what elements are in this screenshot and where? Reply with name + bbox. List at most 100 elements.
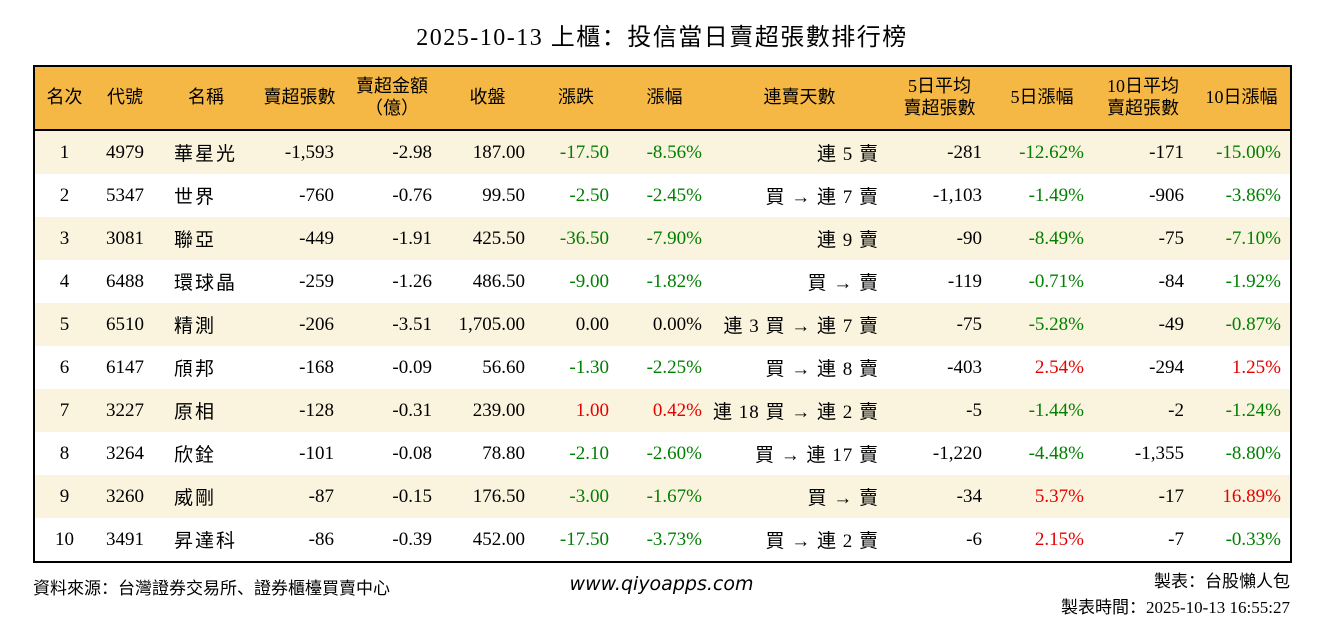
pct10-cell: 1.25%	[1231, 356, 1281, 378]
pct5-cell: -1.49%	[1028, 184, 1084, 206]
name-cell: 威剛	[174, 488, 217, 509]
pct10-cell: -15.00%	[1216, 141, 1281, 163]
avg10-cell: -75	[1158, 227, 1184, 249]
avg10-cell: -2	[1168, 399, 1184, 421]
avg5-cell: -34	[956, 485, 982, 507]
name-cell: 昇達科	[174, 531, 238, 552]
sell-shares-cell: -760	[299, 184, 334, 206]
code-cell: 5347	[106, 184, 144, 206]
change-pct-cell: -1.67%	[646, 485, 702, 507]
code-cell: 4979	[106, 141, 144, 163]
streak-cell: 連 18 買 → 連 2 賣	[712, 402, 879, 423]
change-pct-cell: -3.73%	[646, 528, 702, 550]
pct5-cell: -12.62%	[1019, 141, 1084, 163]
rank-cell: 3	[59, 227, 70, 249]
sell-shares-cell: -168	[299, 356, 334, 378]
data-source: 資料來源：台灣證券交易所、證券櫃檯買賣中心	[33, 579, 390, 598]
change-pct-cell: -8.56%	[646, 141, 702, 163]
close-cell: 486.50	[472, 270, 525, 292]
change-pct-cell: -2.45%	[646, 184, 702, 206]
avg5-cell: -119	[947, 270, 982, 292]
change-cell: -9.00	[569, 270, 609, 292]
website: www.qiyoapps.com	[569, 573, 754, 595]
column-header: 10日漲幅	[1193, 66, 1291, 131]
name-cell: 原相	[174, 402, 217, 423]
avg10-cell: -1,355	[1134, 442, 1184, 464]
code-cell: 6510	[106, 313, 144, 335]
pct5-cell: -4.48%	[1028, 442, 1084, 464]
streak-cell: 買 → 連 8 賣	[765, 359, 879, 380]
change-pct-cell: -2.25%	[646, 356, 702, 378]
name-cell: 世界	[174, 187, 217, 208]
avg5-cell: -6	[966, 528, 982, 550]
avg5-cell: -90	[956, 227, 982, 249]
close-cell: 176.50	[472, 485, 525, 507]
header-row: 名次 代號 名稱 賣超張數 賣超金額 （億） 收盤 漲跌 漲幅 連賣天數 5日平均 賣超張數 5日漲…	[34, 66, 1291, 131]
sell-amount-cell: -3.51	[392, 313, 432, 335]
rank-cell: 1	[59, 141, 70, 163]
table-header: 名次 代號 名稱 賣超張數 賣超金額 （億） 收盤 漲跌 漲幅 連賣天數 5日平均 賣超張數 5日漲…	[34, 66, 1291, 131]
table-body: 1 4979 華星光 -1,593 -2.98 187.00 -17.50 -8.56% 連 5…	[34, 130, 1291, 562]
table-row: 1 4979 華星光 -1,593 -2.98 187.00 -17.50 -8.56% 連 5…	[34, 130, 1291, 174]
sell-shares-cell: -101	[299, 442, 334, 464]
name-cell: 環球晶	[174, 273, 238, 294]
pct5-cell: -0.71%	[1028, 270, 1084, 292]
change-pct-cell: 0.42%	[652, 399, 702, 421]
code-cell: 3081	[106, 227, 144, 249]
table-row: 6 6147 頎邦 -168 -0.09 56.60 -1.30 -2.25% 買 → 連 8 …	[34, 346, 1291, 389]
rank-cell: 6	[59, 356, 70, 378]
change-cell: 1.00	[575, 399, 609, 421]
close-cell: 239.00	[472, 399, 525, 421]
pct10-cell: 16.89%	[1222, 485, 1281, 507]
pct10-cell: -8.80%	[1225, 442, 1281, 464]
change-cell: -1.30	[569, 356, 609, 378]
table-row: 2 5347 世界 -760 -0.76 99.50 -2.50 -2.45% 買 → 連 7 …	[34, 174, 1291, 217]
page-title: 2025-10-13 上櫃：投信當日賣超張數排行榜	[416, 25, 908, 51]
avg10-cell: -294	[1149, 356, 1184, 378]
column-header: 代號	[94, 66, 156, 131]
sell-amount-cell: -0.39	[392, 528, 432, 550]
table-row: 3 3081 聯亞 -449 -1.91 425.50 -36.50 -7.90% 連 9 賣 -…	[34, 217, 1291, 260]
column-header: 5日漲幅	[991, 66, 1093, 131]
change-pct-cell: -1.82%	[646, 270, 702, 292]
change-cell: -17.50	[559, 141, 609, 163]
name-cell: 聯亞	[174, 230, 217, 251]
avg10-cell: -171	[1149, 141, 1184, 163]
pct10-cell: -0.87%	[1225, 313, 1281, 335]
avg10-cell: -84	[1158, 270, 1184, 292]
avg5-cell: -403	[947, 356, 982, 378]
change-cell: -2.10	[569, 442, 609, 464]
change-cell: 0.00	[575, 313, 609, 335]
close-cell: 425.50	[472, 227, 525, 249]
sell-amount-cell: -0.15	[392, 485, 432, 507]
pct5-cell: -1.44%	[1028, 399, 1084, 421]
rank-cell: 2	[59, 184, 70, 206]
column-header: 連賣天數	[711, 66, 888, 131]
sell-amount-cell: -0.09	[392, 356, 432, 378]
rank-cell: 8	[59, 442, 70, 464]
pct10-cell: -1.92%	[1225, 270, 1281, 292]
column-header: 5日平均 賣超張數	[888, 66, 991, 131]
rank-cell: 5	[59, 313, 70, 335]
credits: 製表：台股懶人包 製表時間：2025-10-13 16:55:27	[1061, 569, 1290, 622]
change-cell: -2.50	[569, 184, 609, 206]
avg5-cell: -5	[966, 399, 982, 421]
column-header: 漲幅	[618, 66, 711, 131]
sell-shares-cell: -1,593	[284, 141, 334, 163]
sell-shares-cell: -449	[299, 227, 334, 249]
change-cell: -36.50	[559, 227, 609, 249]
sell-amount-cell: -0.31	[392, 399, 432, 421]
sell-amount-cell: -1.26	[392, 270, 432, 292]
name-cell: 頎邦	[174, 359, 217, 380]
table-row: 7 3227 原相 -128 -0.31 239.00 1.00 0.42% 連 18 買 → …	[34, 389, 1291, 432]
code-cell: 6488	[106, 270, 144, 292]
close-cell: 187.00	[472, 141, 525, 163]
table-row: 8 3264 欣銓 -101 -0.08 78.80 -2.10 -2.60% 買 → 連 17…	[34, 432, 1291, 475]
pct5-cell: 5.37%	[1034, 485, 1084, 507]
change-cell: -3.00	[569, 485, 609, 507]
streak-cell: 連 9 賣	[816, 230, 879, 251]
streak-cell: 連 3 買 → 連 7 賣	[723, 316, 879, 337]
code-cell: 3491	[106, 528, 144, 550]
change-pct-cell: 0.00%	[652, 313, 702, 335]
change-cell: -17.50	[559, 528, 609, 550]
